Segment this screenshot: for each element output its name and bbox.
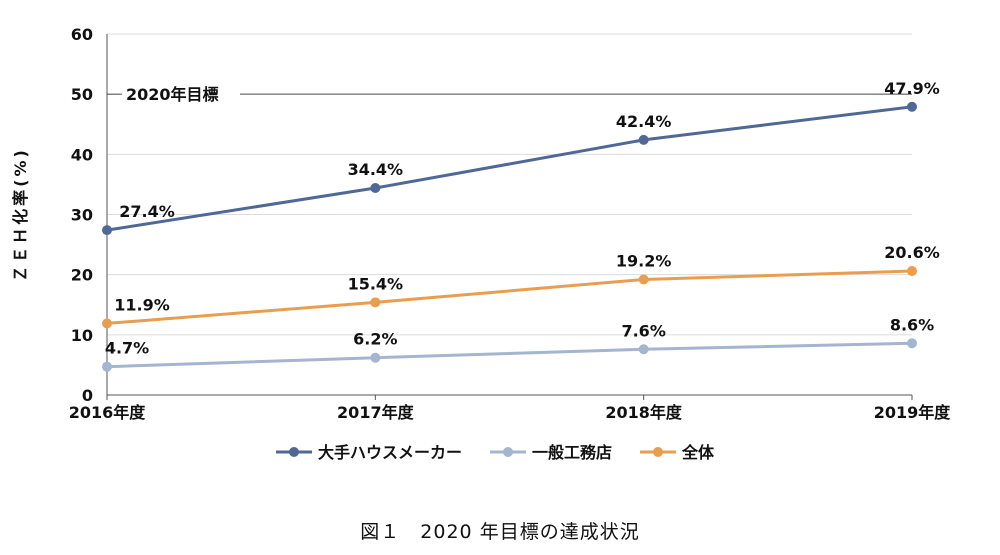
data-point [370, 352, 381, 363]
series-line [106, 105, 913, 232]
y-tick-label: 60 [71, 25, 93, 44]
series-line [106, 341, 913, 369]
data-label: 8.6% [890, 315, 934, 334]
data-point [907, 266, 917, 277]
data-point [907, 338, 917, 349]
legend-swatch-marker [503, 447, 513, 457]
x-tick-label: 2019年度 [874, 403, 952, 422]
x-tick-label: 2018年度 [605, 403, 683, 422]
x-tick-label: 2016年度 [69, 403, 147, 422]
data-label: 11.9% [114, 295, 170, 314]
data-point [370, 297, 381, 308]
y-tick-label: 30 [71, 206, 93, 225]
legend-swatch-marker [653, 447, 663, 457]
data-point [102, 225, 112, 236]
y-tick-label: 50 [71, 85, 93, 104]
data-point [638, 134, 649, 145]
data-label: 6.2% [353, 330, 397, 349]
data-label: 42.4% [616, 112, 672, 131]
data-label: 20.6% [884, 243, 940, 262]
legend-label: 一般工務店 [532, 443, 612, 462]
data-label: 47.9% [884, 79, 940, 98]
y-tick-label: 10 [71, 326, 93, 345]
line-chart: 0 10 20 30 40 50 60 2016年度 2017年度 2018年度 2019年度 20… [11, 25, 952, 462]
data-label: 27.4% [119, 202, 175, 221]
series-group [102, 101, 917, 372]
data-label: 7.6% [621, 321, 665, 340]
legend-label: 全体 [681, 443, 715, 462]
data-label: 19.2% [616, 251, 672, 270]
target-line-group: 2020年目標 [107, 85, 912, 104]
data-label: 34.4% [348, 160, 404, 179]
data-point [370, 183, 381, 194]
data-point [638, 344, 649, 355]
axes: 0 10 20 30 40 50 60 2016年度 2017年度 2018年度 2019年度 [69, 25, 952, 422]
x-tick-label: 2017年度 [337, 403, 415, 422]
target-label: 2020年目標 [126, 85, 219, 104]
legend-swatch-marker [289, 447, 299, 457]
series-line [106, 269, 913, 325]
y-axis-title: ＺＥＨ化率(%) [11, 147, 30, 282]
data-point [102, 318, 112, 329]
legend: 大手ハウスメーカー 一般工務店 全体 [276, 443, 715, 462]
data-point [102, 361, 112, 372]
y-tick-label: 20 [71, 266, 93, 285]
data-label: 15.4% [348, 274, 404, 293]
legend-label: 大手ハウスメーカー [318, 443, 462, 462]
y-tick-label: 0 [82, 386, 93, 405]
data-point [907, 101, 917, 112]
y-tick-label: 40 [71, 145, 93, 164]
data-label: 4.7% [105, 339, 149, 358]
data-labels: 27.4% 34.4% 42.4% 47.9% 4.7% 6.2% 7.6% 8.6% 11.9… [105, 79, 940, 358]
data-point [638, 274, 649, 285]
figure-caption: 図１ 2020 年目標の達成状況 [360, 521, 640, 543]
